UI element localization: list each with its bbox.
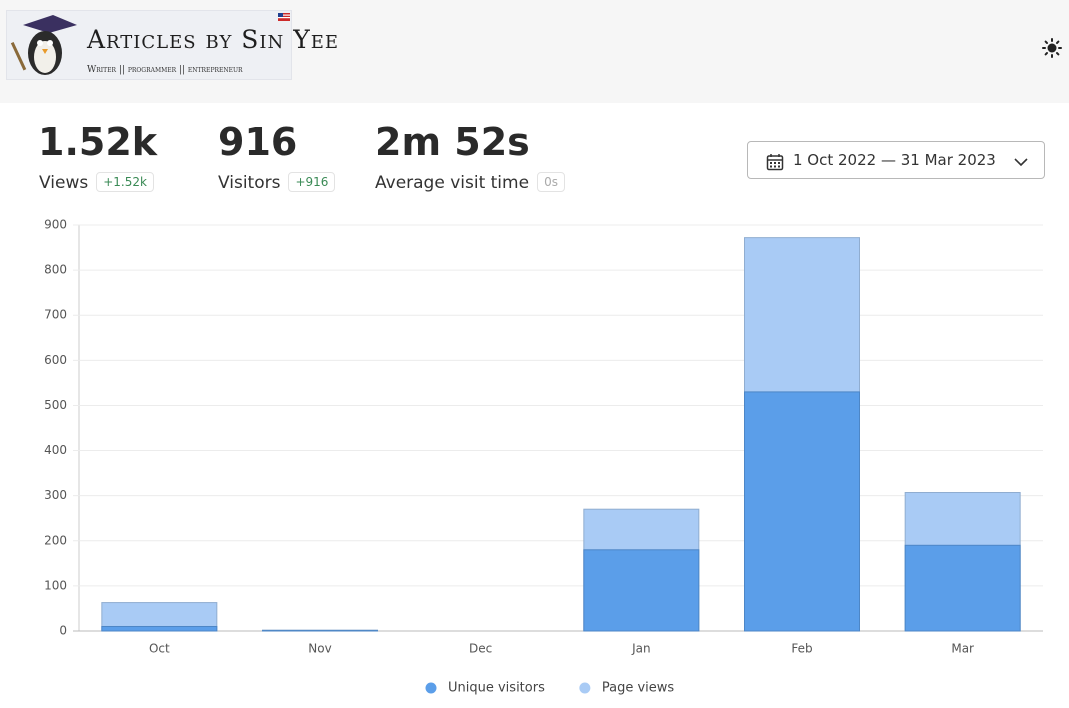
stat-value: 1.52k <box>38 120 158 164</box>
calendar-icon <box>766 154 784 171</box>
chevron-down <box>1014 158 1028 167</box>
legend-label: Unique visitors <box>448 681 545 696</box>
legend-marker <box>579 682 591 694</box>
penguin-icon <box>10 15 77 75</box>
y-tick-label: 0 <box>59 624 67 638</box>
x-tick-label: Oct <box>149 642 170 656</box>
bar <box>583 549 700 632</box>
legend-marker <box>425 682 437 694</box>
flag-icon <box>278 13 290 21</box>
y-tick-label: 600 <box>44 353 67 367</box>
stat-label: Views +1.52k <box>39 172 154 193</box>
stat-label: Average visit time 0s <box>375 172 565 193</box>
date-range-picker[interactable]: 1 Oct 2022 — 31 Mar 2023 <box>747 141 1045 179</box>
y-tick-label: 300 <box>44 488 67 502</box>
header: Articles by Sin Yee Writer || programmer… <box>0 0 1069 103</box>
stat-label-text: Visitors <box>218 173 281 193</box>
bar <box>744 391 860 632</box>
y-tick-label: 400 <box>44 443 67 457</box>
stat-change: 0s <box>537 172 565 192</box>
x-tick-label: Nov <box>308 642 331 656</box>
x-tick-label: Mar <box>951 642 974 656</box>
chart: 0 100 200 300 400 500 600 700 800 900 Oct Nov Dec Jan… <box>44 218 1043 696</box>
theme-toggle[interactable] <box>1042 38 1062 58</box>
logo[interactable]: Articles by Sin Yee Writer || programmer… <box>6 10 338 80</box>
legend-label: Page views <box>602 681 675 696</box>
stat-label-text: Average visit time <box>375 173 530 193</box>
date-range-text: 1 Oct 2022 — 31 Mar 2023 <box>793 151 996 169</box>
stat-value: 916 <box>218 120 298 164</box>
stat-label: Visitors +916 <box>218 172 336 193</box>
y-tick-label: 500 <box>44 398 67 412</box>
y-tick-label: 100 <box>44 578 67 592</box>
y-tick-label: 200 <box>44 533 67 547</box>
stat-change: +916 <box>288 172 336 192</box>
bar <box>904 544 1021 632</box>
y-tick-label: 700 <box>44 308 67 322</box>
x-tick-label: Jan <box>631 642 651 656</box>
y-tick-label: 900 <box>44 218 67 232</box>
logo-tagline: Writer || programmer || entrepreneur <box>87 65 243 75</box>
stat-change: +1.52k <box>96 172 154 192</box>
stat-label-text: Views <box>39 173 89 193</box>
stat-value: 2m 52s <box>375 120 530 164</box>
bar <box>101 625 218 632</box>
x-tick-label: Dec <box>469 642 492 656</box>
y-tick-label: 800 <box>44 263 67 277</box>
legend: Unique visitors Page views <box>425 681 675 696</box>
logo-title: Articles by Sin Yee <box>87 25 340 54</box>
x-tick-label: Feb <box>791 642 812 656</box>
